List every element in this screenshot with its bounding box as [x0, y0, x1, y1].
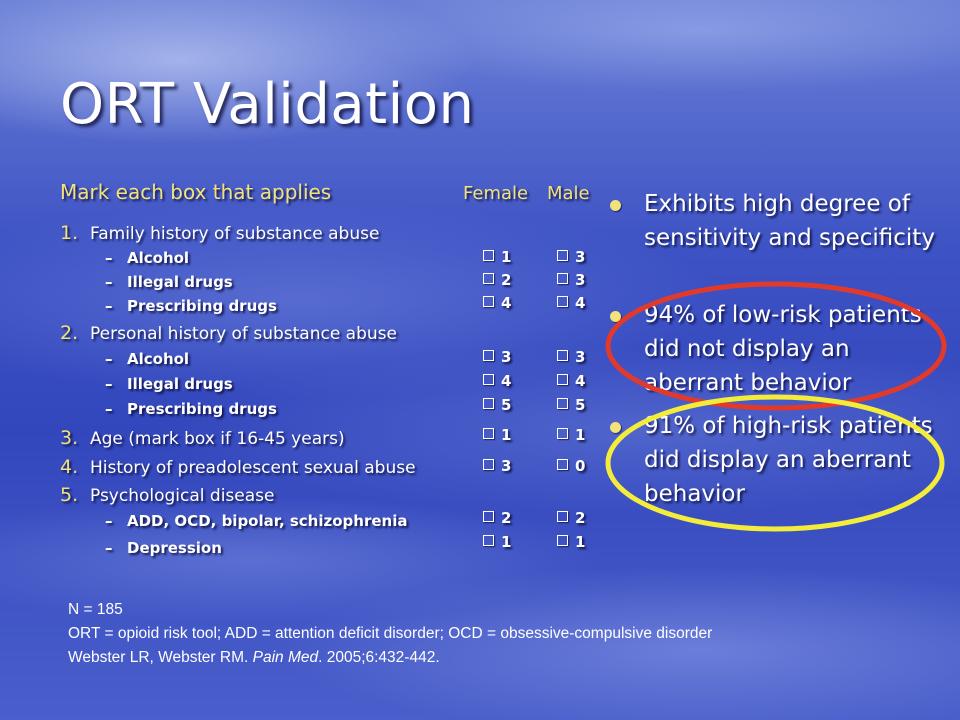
female-score-personal-alcohol[interactable]: 3: [483, 348, 511, 366]
bullet-low-risk: 94% of low-risk patients did not display…: [610, 298, 940, 400]
checkbox-icon: [483, 250, 494, 261]
female-score-personal-prescribing[interactable]: 5: [483, 396, 511, 414]
female-score-add-ocd[interactable]: 2: [483, 509, 511, 527]
female-score-personal-illegal[interactable]: 4: [483, 372, 511, 390]
subitem-prescribing-drugs-personal: – Prescribing drugs: [105, 400, 277, 418]
item-1-label: Family history of substance abuse: [90, 224, 380, 244]
male-score-age[interactable]: 1: [557, 426, 585, 444]
male-score-personal-prescribing[interactable]: 5: [557, 396, 585, 414]
checkbox-icon: [483, 374, 494, 385]
checkbox-icon: [557, 374, 568, 385]
male-column-header: Male: [547, 183, 590, 204]
item-2-label: Personal history of substance abuse: [90, 324, 397, 344]
male-score-family-prescribing[interactable]: 4: [557, 294, 585, 312]
checkbox-icon: [557, 459, 568, 470]
female-score-depression[interactable]: 1: [483, 533, 511, 551]
checkbox-icon: [557, 428, 568, 439]
checkbox-icon: [483, 535, 494, 546]
item-3: 3. Age (mark box if 16-45 years): [60, 427, 345, 449]
checkbox-icon: [483, 398, 494, 409]
male-score-add-ocd[interactable]: 2: [557, 509, 585, 527]
male-score-depression[interactable]: 1: [557, 533, 585, 551]
female-column-header: Female: [463, 183, 529, 204]
item-4: 4. History of preadolescent sexual abuse: [60, 456, 416, 478]
male-score-preadolescent[interactable]: 0: [557, 457, 585, 475]
citation: Webster LR, Webster RM. Pain Med. 2005;6…: [68, 649, 440, 666]
item-4-label: History of preadolescent sexual abuse: [90, 458, 416, 478]
red-emphasis-ellipse: [605, 281, 947, 411]
subitem-add-ocd: – ADD, OCD, bipolar, schizophrenia: [105, 512, 408, 530]
item-5: 5. Psychological disease: [60, 484, 275, 506]
bullet-dot-icon: [610, 422, 621, 433]
checkbox-icon: [557, 250, 568, 261]
subitem-illegal-drugs-family: – Illegal drugs: [105, 273, 233, 291]
male-score-personal-alcohol[interactable]: 3: [557, 348, 585, 366]
checkbox-icon: [557, 511, 568, 522]
sample-size-note: N = 185: [68, 601, 123, 618]
checkbox-icon: [483, 350, 494, 361]
bullet-sensitivity: Exhibits high degree of sensitivity and …: [610, 187, 940, 255]
male-score-family-alcohol[interactable]: 3: [557, 248, 585, 266]
yellow-emphasis-ellipse: [605, 394, 945, 532]
checkbox-icon: [483, 428, 494, 439]
checkbox-icon: [483, 511, 494, 522]
female-score-family-alcohol[interactable]: 1: [483, 248, 511, 266]
female-score-preadolescent[interactable]: 3: [483, 457, 511, 475]
checkbox-icon: [557, 273, 568, 284]
male-score-family-illegal[interactable]: 3: [557, 271, 585, 289]
checkbox-icon: [557, 398, 568, 409]
subitem-illegal-drugs-personal: – Illegal drugs: [105, 375, 233, 393]
abbreviations-note: ORT = opioid risk tool; ADD = attention …: [68, 625, 713, 642]
bullet-dot-icon: [610, 200, 621, 211]
bullet-dot-icon: [610, 311, 621, 322]
item-3-label: Age (mark box if 16-45 years): [90, 429, 345, 449]
slide-title: ORT Validation: [60, 72, 475, 137]
checkbox-icon: [483, 459, 494, 470]
female-score-age[interactable]: 1: [483, 426, 511, 444]
checkbox-icon: [483, 273, 494, 284]
subitem-depression: – Depression: [105, 539, 222, 557]
subitem-prescribing-drugs-family: – Prescribing drugs: [105, 297, 277, 315]
item-2: 2. Personal history of substance abuse: [60, 322, 397, 344]
female-score-family-illegal[interactable]: 2: [483, 271, 511, 289]
subitem-alcohol-family: – Alcohol: [105, 249, 190, 267]
female-score-family-prescribing[interactable]: 4: [483, 294, 511, 312]
checkbox-icon: [557, 535, 568, 546]
instruction-text: Mark each box that applies: [60, 180, 332, 204]
bullet-high-risk: 91% of high-risk patients did display an…: [610, 409, 940, 511]
male-score-personal-illegal[interactable]: 4: [557, 372, 585, 390]
subitem-alcohol-personal: – Alcohol: [105, 350, 190, 368]
item-5-label: Psychological disease: [90, 486, 275, 506]
checkbox-icon: [557, 296, 568, 307]
checkbox-icon: [483, 296, 494, 307]
item-1: 1. Family history of substance abuse: [60, 222, 380, 244]
checkbox-icon: [557, 350, 568, 361]
